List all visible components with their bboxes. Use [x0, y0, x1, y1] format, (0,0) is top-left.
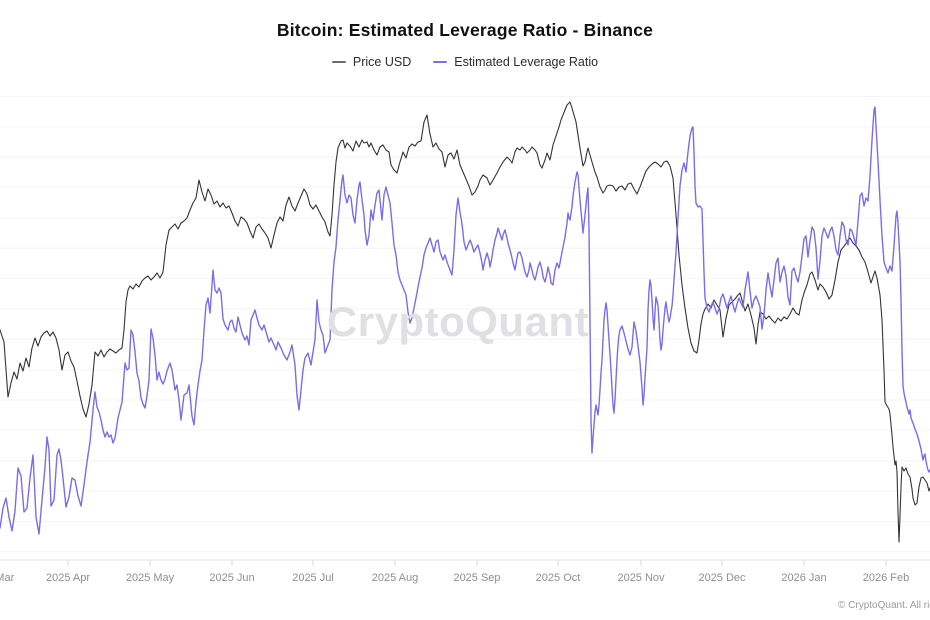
price-usd-swatch-icon — [331, 61, 346, 63]
legend-label-estimated-leverage-ratio: Estimated Leverage Ratio — [454, 55, 599, 69]
series-line-price-usd — [0, 101, 930, 543]
legend-label-price-usd: Price USD — [352, 55, 412, 69]
series-line-estimated-leverage-ratio — [0, 106, 930, 535]
legend: Price USD Estimated Leverage Ratio — [0, 55, 930, 69]
legend-item-estimated-leverage-ratio[interactable]: Estimated Leverage Ratio — [433, 55, 598, 69]
estimated-leverage-ratio-swatch-icon — [433, 61, 448, 63]
chart-title: Bitcoin: Estimated Leverage Ratio - Bina… — [276, 20, 654, 40]
legend-item-price-usd[interactable]: Price USD — [331, 55, 412, 69]
copyright-notice: © CryptoQuant. All rights reserved. — [838, 600, 930, 611]
